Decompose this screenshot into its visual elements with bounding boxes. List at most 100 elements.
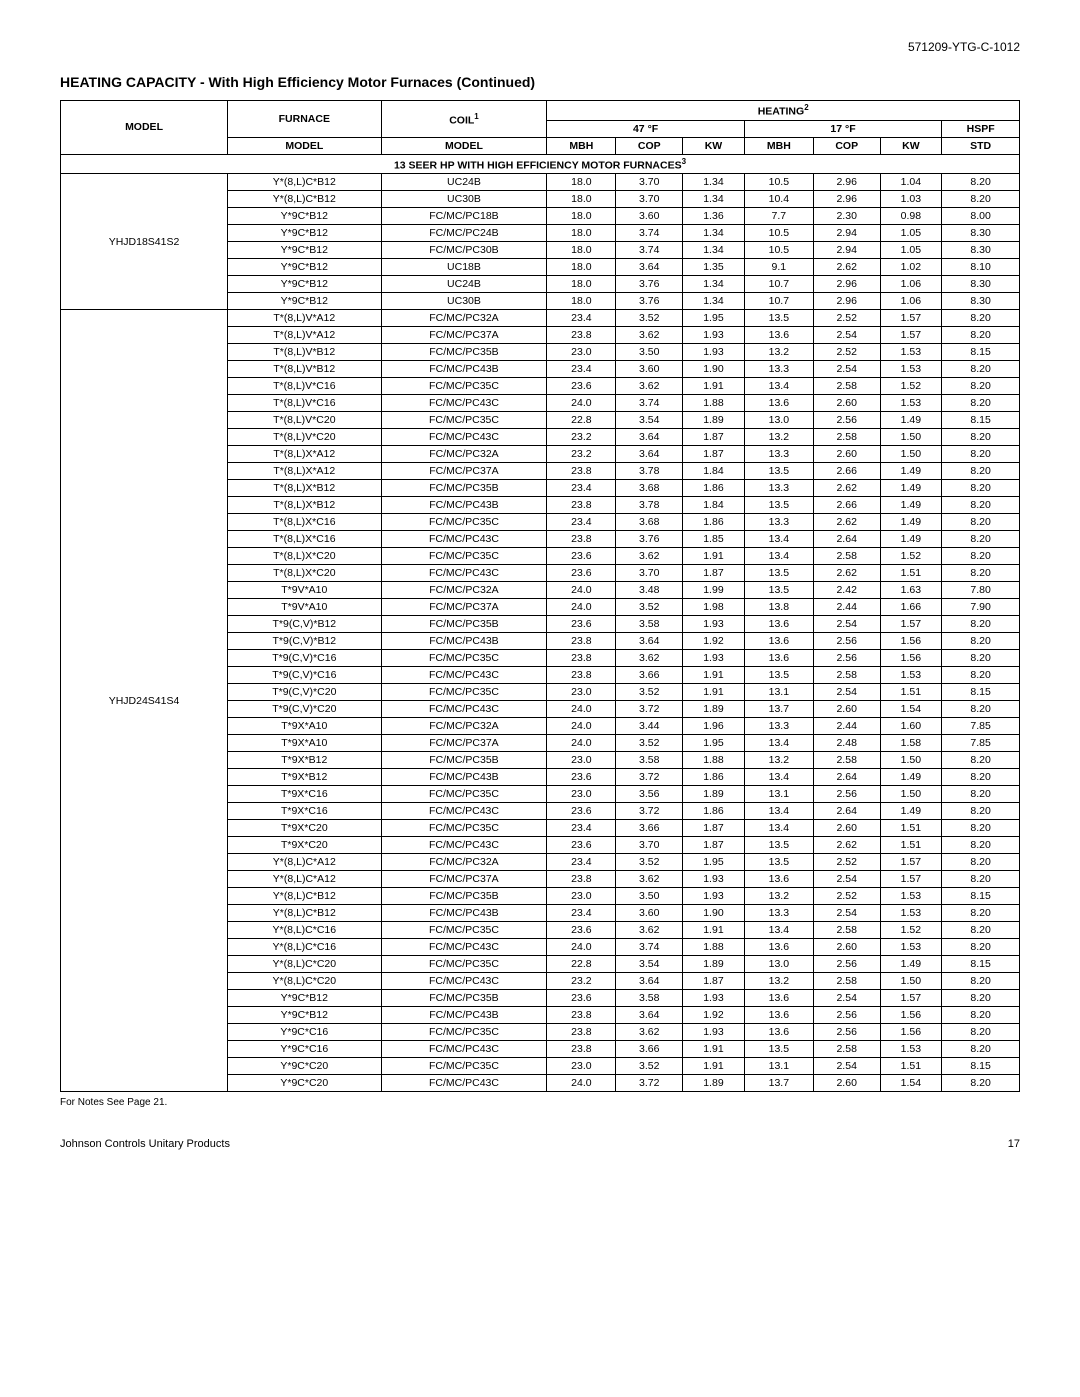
data-cell: 3.66 — [616, 667, 683, 684]
data-cell: FC/MC/PC43C — [381, 939, 547, 956]
page-title: HEATING CAPACITY - With High Efficiency … — [60, 74, 1020, 90]
data-cell: 13.4 — [744, 378, 813, 395]
data-cell: 2.60 — [813, 939, 880, 956]
data-cell: 8.15 — [942, 956, 1020, 973]
data-cell: 1.89 — [683, 701, 745, 718]
data-cell: T*(8,L)X*C16 — [228, 531, 382, 548]
data-cell: 23.0 — [547, 888, 616, 905]
data-cell: 1.93 — [683, 327, 745, 344]
data-cell: 2.64 — [813, 803, 880, 820]
data-cell: 1.89 — [683, 786, 745, 803]
data-cell: 3.74 — [616, 939, 683, 956]
data-cell: Y*9C*B12 — [228, 259, 382, 276]
data-cell: FC/MC/PC43B — [381, 633, 547, 650]
data-cell: 2.58 — [813, 548, 880, 565]
data-cell: 13.4 — [744, 735, 813, 752]
data-cell: Y*9C*C16 — [228, 1041, 382, 1058]
data-cell: FC/MC/PC32A — [381, 718, 547, 735]
section-header: 13 SEER HP WITH HIGH EFFICIENCY MOTOR FU… — [61, 154, 1020, 174]
data-cell: 1.91 — [683, 1041, 745, 1058]
data-cell: 13.6 — [744, 327, 813, 344]
data-cell: 2.52 — [813, 344, 880, 361]
data-cell: 3.72 — [616, 1075, 683, 1092]
data-cell: T*9(C,V)*C16 — [228, 650, 382, 667]
data-cell: 8.20 — [942, 939, 1020, 956]
data-cell: 2.52 — [813, 854, 880, 871]
data-cell: 24.0 — [547, 599, 616, 616]
table-row: YHJD18S41S2Y*(8,L)C*B12UC24B18.03.701.34… — [61, 174, 1020, 191]
data-cell: T*9V*A10 — [228, 582, 382, 599]
data-cell: 2.66 — [813, 497, 880, 514]
data-cell: 1.53 — [880, 905, 942, 922]
data-cell: 23.8 — [547, 1041, 616, 1058]
data-cell: 13.5 — [744, 854, 813, 871]
data-cell: FC/MC/PC35C — [381, 956, 547, 973]
th-kw-47: KW — [683, 137, 745, 154]
data-cell: 22.8 — [547, 412, 616, 429]
data-cell: 23.0 — [547, 752, 616, 769]
data-cell: 1.86 — [683, 480, 745, 497]
data-cell: Y*(8,L)C*B12 — [228, 191, 382, 208]
data-cell: 1.56 — [880, 650, 942, 667]
data-cell: Y*(8,L)C*B12 — [228, 905, 382, 922]
data-cell: 23.6 — [547, 616, 616, 633]
data-cell: T*(8,L)V*B12 — [228, 344, 382, 361]
data-cell: 2.62 — [813, 837, 880, 854]
data-cell: FC/MC/PC37A — [381, 871, 547, 888]
data-cell: 1.52 — [880, 922, 942, 939]
data-cell: 23.8 — [547, 531, 616, 548]
data-cell: 2.54 — [813, 327, 880, 344]
data-cell: 23.6 — [547, 990, 616, 1007]
data-cell: 13.4 — [744, 820, 813, 837]
data-cell: FC/MC/PC37A — [381, 327, 547, 344]
data-cell: 3.54 — [616, 956, 683, 973]
data-cell: 2.60 — [813, 701, 880, 718]
data-cell: 8.20 — [942, 701, 1020, 718]
data-cell: 1.96 — [683, 718, 745, 735]
data-cell: 1.91 — [683, 378, 745, 395]
data-cell: 1.88 — [683, 395, 745, 412]
data-cell: FC/MC/PC35C — [381, 820, 547, 837]
data-cell: 8.20 — [942, 973, 1020, 990]
data-cell: 1.99 — [683, 582, 745, 599]
data-cell: 3.52 — [616, 854, 683, 871]
data-cell: 23.6 — [547, 922, 616, 939]
data-cell: 1.53 — [880, 344, 942, 361]
data-cell: 3.70 — [616, 191, 683, 208]
data-cell: 13.6 — [744, 990, 813, 1007]
data-cell: 2.42 — [813, 582, 880, 599]
data-cell: 1.49 — [880, 463, 942, 480]
data-cell: 23.4 — [547, 310, 616, 327]
data-cell: 1.54 — [880, 1075, 942, 1092]
data-cell: 2.58 — [813, 378, 880, 395]
th-std: STD — [942, 137, 1020, 154]
data-cell: 1.57 — [880, 310, 942, 327]
data-cell: 23.8 — [547, 871, 616, 888]
data-cell: 13.1 — [744, 1058, 813, 1075]
data-cell: 22.8 — [547, 956, 616, 973]
data-cell: 1.36 — [683, 208, 745, 225]
th-furnace: FURNACE — [228, 101, 382, 138]
data-cell: FC/MC/PC35C — [381, 378, 547, 395]
th-47f: 47 °F — [547, 120, 744, 137]
data-cell: 3.52 — [616, 310, 683, 327]
data-cell: 23.0 — [547, 344, 616, 361]
data-cell: 1.93 — [683, 1024, 745, 1041]
data-cell: T*(8,L)V*C16 — [228, 378, 382, 395]
data-cell: T*9(C,V)*B12 — [228, 616, 382, 633]
data-cell: T*9X*C16 — [228, 803, 382, 820]
data-cell: 8.20 — [942, 378, 1020, 395]
data-cell: 8.20 — [942, 650, 1020, 667]
data-cell: 3.64 — [616, 429, 683, 446]
data-cell: 1.63 — [880, 582, 942, 599]
data-cell: FC/MC/PC32A — [381, 582, 547, 599]
data-cell: 2.44 — [813, 718, 880, 735]
data-cell: 2.64 — [813, 769, 880, 786]
data-cell: T*(8,L)V*B12 — [228, 361, 382, 378]
data-cell: 13.5 — [744, 667, 813, 684]
data-cell: 3.64 — [616, 446, 683, 463]
data-cell: 3.50 — [616, 344, 683, 361]
data-cell: 8.20 — [942, 446, 1020, 463]
data-cell: 23.8 — [547, 667, 616, 684]
data-cell: 2.62 — [813, 565, 880, 582]
